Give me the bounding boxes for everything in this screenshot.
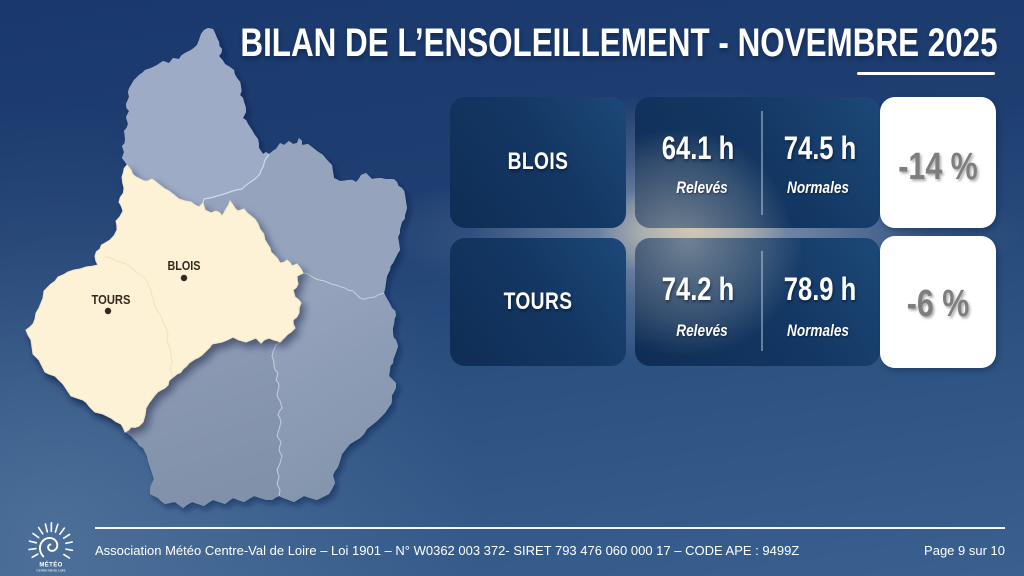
svg-text:TOURS: TOURS [92,293,131,307]
svg-text:BLOIS: BLOIS [168,259,201,273]
svg-text:MÉTÉO: MÉTÉO [39,561,62,569]
svg-text:Centre-Val de Loire: Centre-Val de Loire [36,569,65,573]
